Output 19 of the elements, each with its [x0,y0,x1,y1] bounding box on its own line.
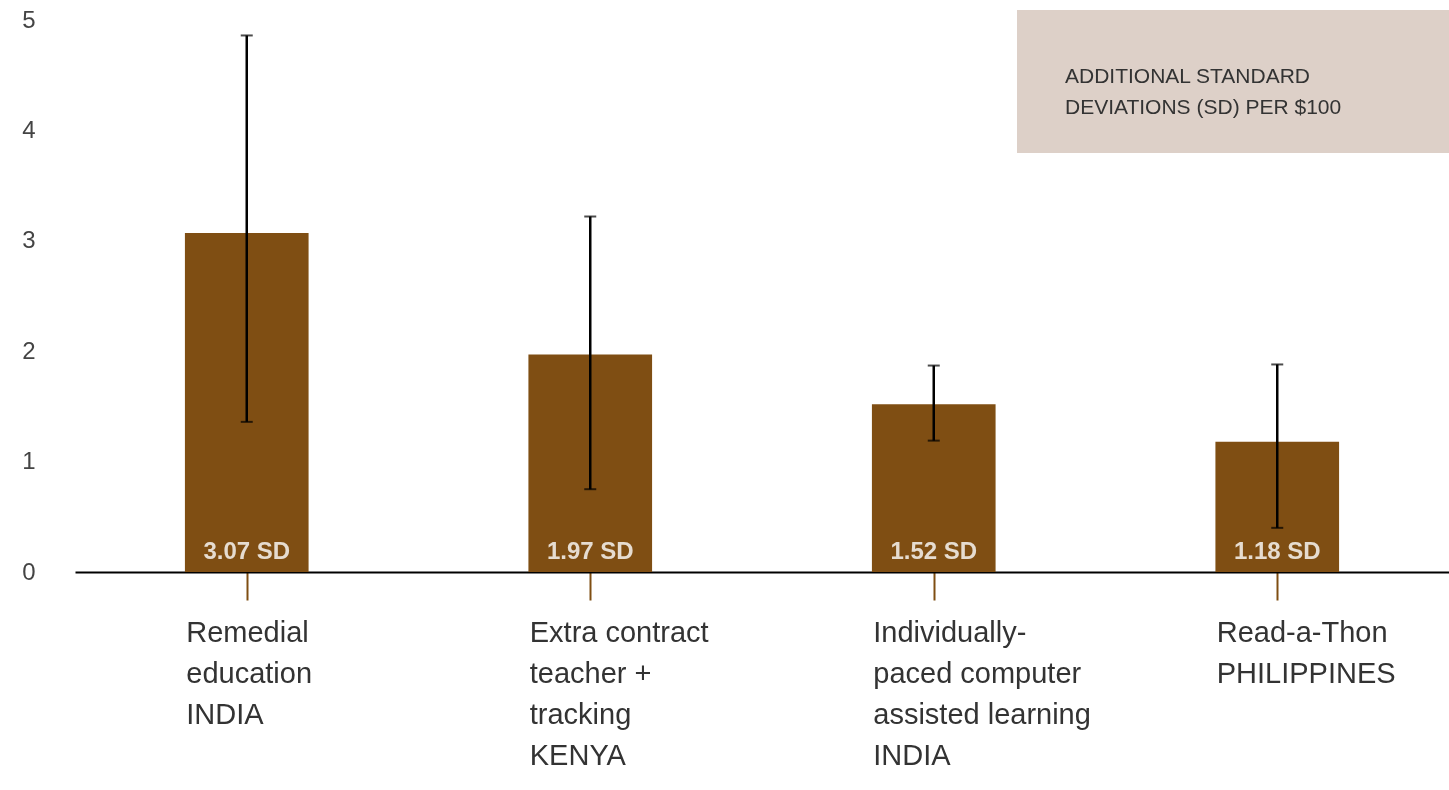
x-tick-label: Remedial education INDIA [186,615,313,730]
y-tick-label: 1 [22,447,36,475]
y-tick-label: 0 [22,557,36,585]
caption-box: ADDITIONAL STANDARD DEVIATIONS (SD) PER $100 [1017,10,1449,153]
bar [871,404,996,572]
data-label: 1.97 SD [546,537,634,564]
data-label: 1.52 SD [890,537,978,564]
y-tick-label: 3 [22,226,36,254]
bar [528,354,653,572]
y-tick-label: 2 [22,336,36,364]
bar [184,233,309,572]
y-tick-label: 4 [22,115,36,143]
data-label: 1.18 SD [1233,537,1321,564]
data-label: 3.07 SD [203,537,291,564]
x-tick-label: Extra contract teacher + tracking KENYA [529,615,709,771]
y-tick-label: 5 [22,5,36,33]
x-tick-label: Individually- paced computer assisted learning INDIA [873,615,1091,771]
x-tick-label: Read-a-Thon PHILIPPINES [1216,615,1396,689]
bar [1215,441,1340,572]
